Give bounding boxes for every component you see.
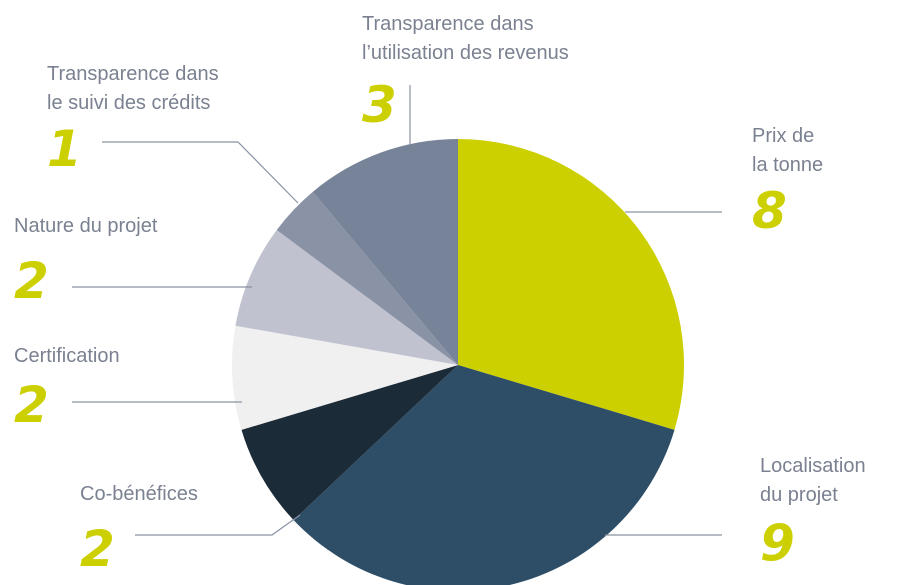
slice-value: 2 — [80, 520, 115, 578]
pie-slice — [312, 139, 458, 365]
pie-slice — [458, 139, 684, 430]
pie-slice — [235, 230, 458, 365]
slice-label: Prix de la tonne — [752, 125, 823, 176]
slice-label: Co-bénéfices — [80, 483, 198, 505]
slice-label: Certification — [14, 345, 120, 367]
leader-line — [135, 514, 301, 536]
slice-label: Nature du projet — [14, 215, 158, 237]
pie-slice — [293, 365, 675, 585]
slice-value: 2 — [14, 252, 49, 310]
slice-value: 2 — [14, 376, 49, 434]
pie-slice — [231, 325, 458, 430]
slice-value: 8 — [752, 182, 787, 240]
slice-label: Transparence dans le suivi des crédits — [47, 63, 219, 114]
slice-value: 1 — [47, 120, 82, 178]
slice-value: 3 — [362, 76, 397, 134]
slice-label: Localisation du projet — [760, 455, 866, 506]
leader-line — [102, 141, 299, 204]
slice-value: 9 — [760, 514, 795, 572]
pie-slice — [276, 191, 458, 365]
slice-label: Transparence dans l’utilisation des reven… — [362, 13, 569, 64]
pie-slice — [241, 365, 458, 521]
